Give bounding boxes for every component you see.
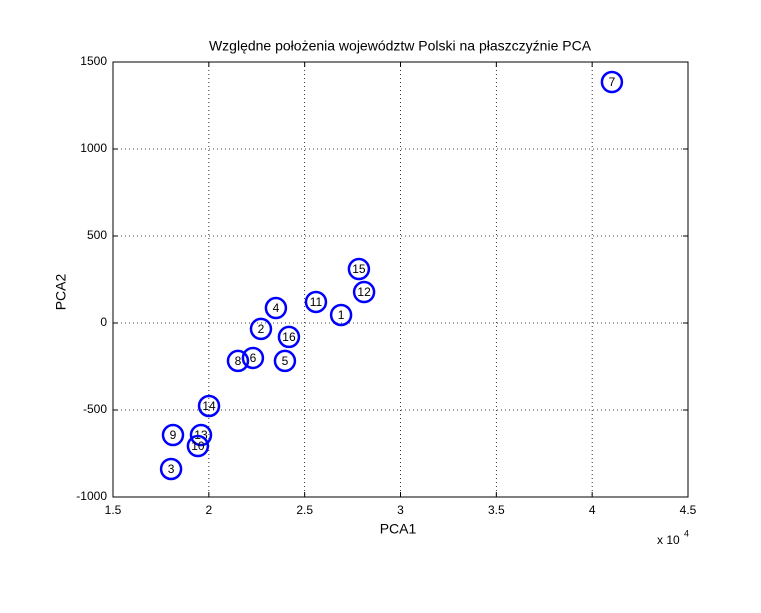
x-tick-label: 3.5: [488, 503, 505, 517]
point-label: 12: [357, 285, 371, 299]
point: [249, 317, 273, 341]
point-label: 10: [191, 439, 205, 453]
point: [277, 325, 301, 349]
y-tick-label: 1500: [80, 54, 107, 68]
x-multiplier: x 10: [657, 533, 680, 547]
point: [273, 349, 297, 373]
point-label: 11: [310, 295, 323, 309]
point: [347, 257, 371, 281]
point: [264, 296, 288, 320]
x-tick-label: 3: [397, 503, 404, 517]
point-label: 3: [168, 462, 175, 476]
point: [226, 349, 250, 373]
point-label: 6: [250, 351, 257, 365]
point: [186, 434, 210, 458]
y-tick-label: 1000: [80, 141, 107, 155]
point-label: 15: [352, 262, 366, 276]
point: [329, 303, 353, 327]
point-label: 1: [338, 308, 345, 322]
point: [197, 394, 221, 418]
point: [352, 280, 376, 304]
point: [189, 423, 213, 447]
x-tick-label: 4.5: [680, 503, 697, 517]
point: [600, 70, 624, 94]
point-label: 5: [282, 354, 289, 368]
point: [161, 423, 185, 447]
point: [304, 290, 328, 314]
x-tick-label: 2.5: [296, 503, 313, 517]
chart-title: Względne położenia województw Polski na …: [209, 38, 592, 54]
point-label: 8: [235, 354, 242, 368]
x-tick-label: 4: [589, 503, 596, 517]
point-label: 4: [273, 301, 280, 315]
point-label: 2: [258, 322, 265, 336]
x-tick-label: 1.5: [105, 503, 122, 517]
x-multiplier-exponent: 4: [684, 528, 689, 538]
y-tick-label: -500: [83, 402, 107, 416]
y-tick-label: 0: [100, 315, 107, 329]
point: [241, 346, 265, 370]
x-axis-label: PCA1: [380, 521, 417, 537]
x-tick-label: 2: [205, 503, 212, 517]
point-label: 14: [202, 399, 216, 413]
y-tick-label: 500: [87, 228, 107, 242]
y-tick-label: -1000: [76, 489, 107, 503]
point-label: 16: [282, 330, 296, 344]
point-label: 7: [609, 75, 616, 89]
y-axis-label: PCA2: [53, 274, 69, 311]
plot-frame: [112, 61, 689, 498]
point: [159, 457, 183, 481]
point-label: 9: [170, 428, 177, 442]
